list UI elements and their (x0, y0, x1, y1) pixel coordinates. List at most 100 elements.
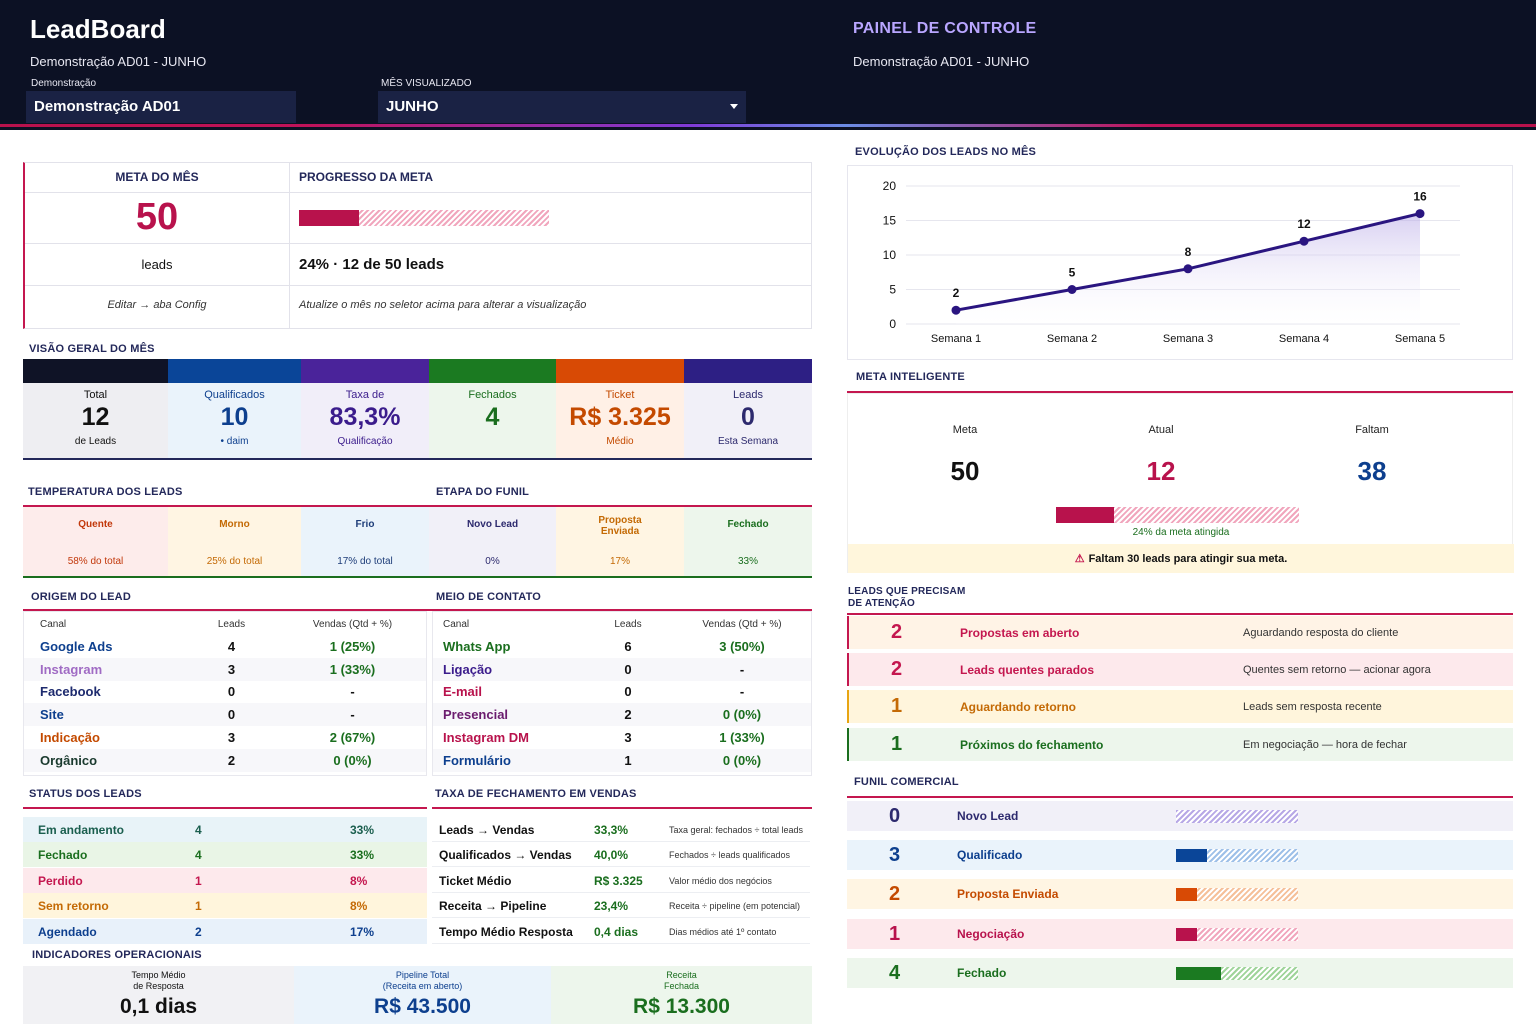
stage-card-name: Frio (355, 519, 375, 530)
table-row: Ligação 0 - (433, 657, 811, 681)
stage-card-percent: 25% do total (206, 556, 263, 567)
smart-goal-value: 12 (1146, 456, 1176, 486)
divider (23, 576, 812, 578)
stage-card-name: Morno (219, 519, 250, 530)
closing-metric: Receita → Pipeline (439, 899, 547, 914)
overview-card: Fechados 4 (429, 359, 556, 460)
overview-card-value: 4 (485, 403, 500, 431)
funnel-bar-fill (1176, 966, 1222, 980)
operational-value: R$ 43.500 (374, 995, 471, 1018)
column-header: Canal (443, 618, 470, 630)
closing-metric: Ticket Médio (439, 873, 512, 888)
status-row[interactable]: Perdido 1 8% (23, 867, 427, 893)
closing-description: Receita ÷ pipeline (em potencial) (669, 901, 801, 912)
divider (432, 807, 812, 809)
funnel-row[interactable]: 4 Fechado (847, 957, 1513, 988)
funnel-row[interactable]: 3 Qualificado (847, 840, 1513, 871)
funnel-stage-name: Negociação (957, 926, 1025, 941)
channel-name: Formulário (443, 752, 511, 768)
funnel-row[interactable]: 1 Negociação (847, 918, 1513, 949)
overview-card-caption: de Leads (74, 436, 117, 447)
overview-card-value: 0 (741, 403, 755, 431)
closing-value: 0,4 dias (594, 924, 639, 939)
smart-goal-label: Atual (1148, 424, 1174, 436)
progress-text: 24% · 12 de 50 leads (299, 256, 445, 273)
closing-description: Taxa geral: fechados ÷ total leads (669, 825, 804, 835)
y-tick-label: 20 (883, 179, 897, 193)
channel-sales: 3 (50%) (719, 638, 765, 654)
table-row: Facebook 0 - (24, 681, 426, 704)
overview-card-accent (301, 359, 429, 383)
table-row: Presencial 2 0 (0%) (433, 703, 811, 727)
status-row[interactable]: Agendado 2 17% (23, 918, 427, 944)
chevron-down-icon[interactable] (730, 104, 738, 109)
status-count: 2 (195, 924, 202, 939)
divider (25, 285, 812, 286)
x-tick-label: Semana 1 (931, 333, 981, 345)
attention-description: Quentes sem retorno — acionar agora (1243, 664, 1431, 677)
goal-progress-bar (299, 210, 549, 226)
funnel-row[interactable]: 0 Novo Lead (847, 801, 1513, 831)
channel-leads: 0 (227, 707, 236, 723)
edit-config-link[interactable]: Editar → aba Config (107, 299, 207, 311)
funnel-stage-name: Proposta Enviada (957, 887, 1059, 902)
stage-card-percent: 17% do total (337, 556, 393, 567)
operational-title: INDICADORES OPERACIONAIS (32, 949, 202, 961)
closing-description: Valor médio dos negócios (669, 875, 772, 886)
column-header: Leads (614, 618, 642, 630)
closing-metric: Qualificados → Vendas (439, 848, 572, 863)
month-select[interactable]: JUNHO (378, 91, 746, 123)
attention-row[interactable]: 1 Aguardando retorno Leads sem resposta re… (847, 690, 1513, 724)
channel-leads: 0 (624, 684, 632, 700)
overview-card-accent (429, 359, 556, 383)
funnel-stage-name: Fechado (957, 965, 1007, 980)
stage-card: Quente 58% do total (23, 507, 168, 577)
overview-card-caption: • daim (220, 436, 249, 447)
status-count: 1 (195, 899, 202, 914)
channel-leads: 1 (624, 752, 632, 768)
overview-card-value: 10 (220, 403, 249, 431)
divider (23, 505, 812, 507)
y-tick-label: 15 (883, 214, 897, 228)
data-label: 12 (1297, 217, 1311, 231)
channel-name: Facebook (40, 684, 101, 700)
channel-leads: 3 (227, 661, 236, 677)
closing-value: 23,4% (594, 899, 629, 914)
attention-row[interactable]: 2 Propostas em aberto Aguardando resposta … (847, 616, 1513, 649)
demo-select[interactable]: Demonstração AD01 (26, 91, 296, 123)
overview-card-label: Qualificados (204, 389, 265, 401)
data-point (1299, 236, 1309, 246)
funnel-row[interactable]: 2 Proposta Enviada (847, 879, 1513, 910)
goal-warning-text: Faltam 30 leads para atingir sua meta. (1088, 553, 1288, 565)
app-subtitle: Demonstração AD01 - JUNHO (30, 54, 207, 69)
month-select-value: JUNHO (386, 98, 439, 115)
channel-name: Ligação (443, 661, 493, 677)
attention-row[interactable]: 1 Próximos do fechamento Em negociação — h… (847, 727, 1513, 761)
status-row[interactable]: Fechado 4 33% (23, 842, 427, 868)
funnel-stage-name: Novo Lead (957, 809, 1019, 823)
overview-card-accent (168, 359, 301, 383)
operational-label-line1: Pipeline Total (395, 970, 450, 980)
attention-name: Próximos do fechamento (960, 737, 1104, 752)
channel-leads: 0 (624, 661, 632, 677)
funnel-title: FUNIL COMERCIAL (854, 776, 959, 788)
operational-card: Tempo Médio de Resposta 0,1 dias (23, 966, 294, 1024)
funnel-bar (1176, 927, 1298, 941)
operational-value: R$ 13.300 (633, 995, 730, 1018)
status-row[interactable]: Sem retorno 1 8% (23, 893, 427, 919)
status-row[interactable]: Em andamento 4 33% (23, 817, 427, 842)
origin-table-box (23, 611, 427, 776)
channel-sales: 0 (0%) (722, 707, 762, 723)
overview-card-label: Fechados (468, 389, 517, 401)
divider (847, 613, 1513, 615)
status-name: Agendado (38, 924, 97, 939)
attention-count: 1 (891, 695, 903, 718)
overview-card-caption: Esta Semana (717, 436, 779, 447)
operational-label-line1: Receita (666, 970, 697, 980)
attention-row[interactable]: 2 Leads quentes parados Quentes sem retorn… (847, 653, 1513, 687)
operational-card: Receita Fechada R$ 13.300 (551, 966, 812, 1024)
attention-count: 2 (891, 658, 903, 681)
smart-goal-progress-fill (1056, 507, 1115, 523)
status-count: 1 (195, 873, 202, 888)
operational-label-line2: de Resposta (133, 981, 184, 991)
